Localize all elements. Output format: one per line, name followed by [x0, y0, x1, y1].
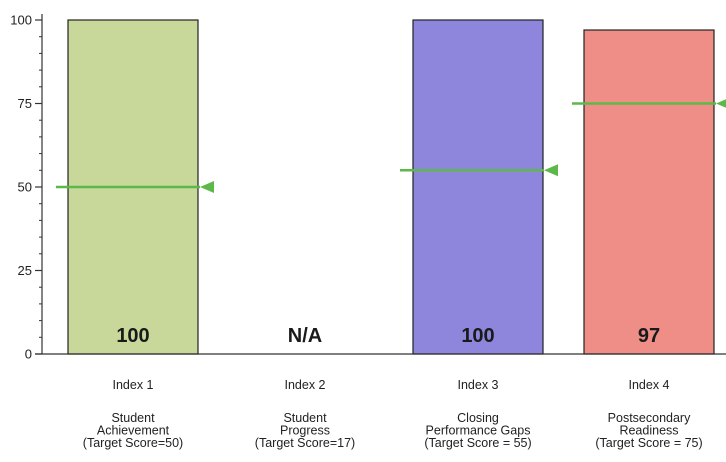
y-tick-label: 25 [18, 263, 32, 278]
category-name-line-4: Postsecondary [608, 411, 691, 425]
category-index-label-4: Index 4 [628, 378, 669, 392]
target-marker-1 [200, 181, 214, 193]
bar-value-label-4: 97 [638, 325, 660, 347]
y-tick-label: 75 [18, 96, 32, 111]
y-tick-label: 50 [18, 180, 32, 195]
bar-3 [412, 19, 544, 355]
category-name-line-2: Student [283, 411, 327, 425]
category-index-label-2: Index 2 [284, 378, 325, 392]
bar-value-label-2: N/A [288, 325, 322, 347]
target-marker-4 [716, 99, 726, 108]
category-name-line-1: Achievement [97, 424, 170, 438]
category-name-line-3: (Target Score = 55) [424, 436, 531, 450]
target-marker-3 [544, 164, 558, 177]
category-name-line-3: Performance Gaps [426, 424, 531, 438]
category-name-line-1: Student [111, 411, 155, 425]
category-index-label-3: Index 3 [457, 378, 498, 392]
category-name-line-4: (Target Score = 75) [595, 436, 702, 450]
category-index-label-1: Index 1 [112, 378, 153, 392]
category-name-line-3: Closing [457, 411, 499, 425]
category-name-line-4: Readiness [619, 424, 678, 438]
bar-value-label-3: 100 [461, 325, 494, 347]
bar-value-label-1: 100 [116, 325, 149, 347]
y-tick-label: 0 [25, 347, 32, 362]
y-tick-label: 100 [10, 13, 32, 28]
category-name-line-1: (Target Score=50) [83, 436, 183, 450]
category-name-line-2: (Target Score=17) [255, 436, 355, 450]
category-name-line-2: Progress [280, 424, 330, 438]
bar-4 [583, 29, 715, 355]
